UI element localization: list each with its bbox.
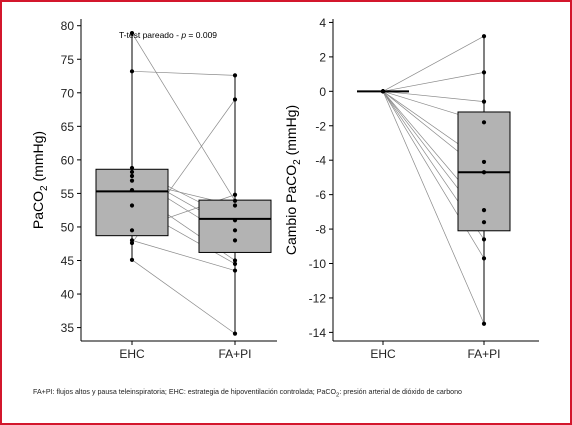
left-chart: 35 40 45 50 55 60 65 70 75 80 EHC FA+PI T-test par… — [30, 19, 277, 361]
right-y-axis-label: Cambio PaCO2 (mmHg) — [283, 105, 303, 255]
left-pair-line — [131, 32, 236, 201]
right-pair-line — [382, 35, 485, 92]
right-y-tick-label: -4 — [315, 154, 326, 168]
right-point — [481, 220, 487, 225]
left-y-tick-label: 60 — [61, 153, 75, 167]
right-chart: 4 2 0 -2 -4 -6 -8 -10 -12 -14 EHC FA+PI Cambio PaC… — [283, 16, 539, 361]
left-points — [129, 30, 238, 336]
right-y-tick-label: -2 — [315, 119, 326, 133]
left-box — [198, 199, 272, 253]
right-point — [481, 159, 487, 165]
left-point — [129, 187, 135, 193]
right-point — [481, 256, 487, 261]
right-point — [380, 89, 386, 94]
left-point — [232, 192, 238, 197]
left-x-tick-label: FA+PI — [218, 347, 251, 361]
left-y-tick-label: 65 — [61, 120, 75, 134]
right-x-ticks: EHC FA+PI — [370, 341, 501, 361]
left-point — [129, 169, 135, 175]
left-point — [232, 331, 238, 336]
left-y-tick-label: 40 — [61, 288, 75, 302]
left-point — [232, 258, 238, 263]
left-point — [232, 73, 238, 78]
left-y-tick-label: 35 — [61, 321, 75, 335]
right-point — [481, 120, 487, 125]
left-point — [232, 198, 238, 203]
right-x-tick-label: FA+PI — [467, 347, 500, 361]
right-pair-line — [382, 72, 485, 92]
left-point — [129, 165, 135, 171]
left-point — [129, 203, 135, 208]
left-y-axis-label: PaCO2 (mmHg) — [30, 131, 50, 229]
left-point — [129, 69, 135, 74]
left-y-tick-label: 75 — [61, 53, 75, 67]
left-point — [129, 257, 135, 262]
left-y-tick-label: 70 — [61, 86, 75, 100]
left-pair-line — [131, 259, 236, 334]
left-point — [232, 97, 238, 102]
right-y-tick-label: 2 — [319, 50, 326, 64]
left-point — [129, 178, 135, 183]
right-y-ticks: 4 2 0 -2 -4 -6 -8 -10 -12 -14 — [309, 16, 333, 340]
right-point — [481, 170, 487, 175]
right-point — [481, 321, 487, 326]
right-y-tick-label: 0 — [319, 85, 326, 99]
right-point — [481, 34, 487, 39]
left-y-tick-label: 80 — [61, 19, 75, 33]
left-point — [232, 261, 238, 266]
left-x-ticks: EHC FA+PI — [119, 341, 252, 361]
right-y-tick-label: -8 — [315, 223, 326, 237]
right-y-tick-label: -14 — [309, 326, 327, 340]
left-y-tick-label: 55 — [61, 187, 75, 201]
right-pair-line — [382, 90, 485, 103]
figure-caption: FA+PI: flujos altos y pausa teleinspirat… — [33, 388, 462, 399]
left-pair-line — [131, 70, 236, 76]
right-y-tick-label: -10 — [309, 257, 327, 271]
right-pair-line — [382, 91, 485, 324]
right-point — [481, 99, 487, 104]
right-point — [481, 208, 487, 213]
left-point — [232, 268, 238, 273]
right-y-tick-label: -12 — [309, 291, 327, 305]
left-point — [129, 240, 135, 246]
left-x-tick-label: EHC — [119, 347, 145, 361]
right-x-tick-label: EHC — [370, 347, 396, 361]
left-point — [232, 228, 238, 233]
left-point — [129, 228, 135, 233]
left-y-tick-label: 45 — [61, 254, 75, 268]
right-point — [481, 237, 487, 242]
left-y-ticks: 35 40 45 50 55 60 65 70 75 80 — [61, 19, 81, 335]
right-y-tick-label: -6 — [315, 188, 326, 202]
right-points — [380, 34, 487, 326]
left-y-tick-label: 50 — [61, 220, 75, 234]
left-point — [232, 238, 238, 243]
left-chart-title: T-test pareado - p = 0.009 — [119, 30, 217, 40]
left-point — [129, 173, 135, 179]
left-point — [232, 218, 238, 223]
left-pair-line — [131, 240, 236, 271]
left-point — [129, 30, 135, 36]
right-y-tick-label: 4 — [319, 16, 326, 30]
left-point — [232, 203, 238, 208]
right-point — [481, 70, 487, 75]
